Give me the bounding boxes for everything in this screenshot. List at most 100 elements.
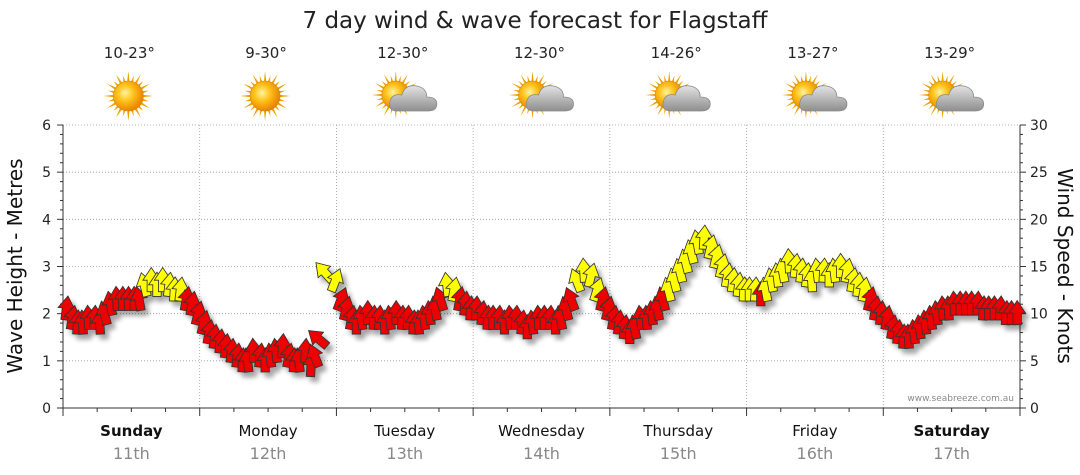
right-tick-label: 25 bbox=[1030, 165, 1048, 181]
left-axis-label: Wave Height - Metres bbox=[3, 158, 27, 373]
sun-ray bbox=[243, 83, 254, 91]
sun-ray bbox=[811, 74, 818, 85]
sun-ray bbox=[508, 93, 520, 97]
sun-ray bbox=[106, 101, 117, 109]
sun-ray bbox=[781, 93, 793, 97]
sun-ray bbox=[115, 74, 123, 85]
right-tick-label: 20 bbox=[1030, 212, 1048, 228]
day-name-label: Wednesday bbox=[498, 422, 585, 440]
sun-ray bbox=[648, 100, 659, 107]
temperature-range: 10-23° bbox=[104, 44, 155, 62]
cloud-shape bbox=[525, 85, 574, 112]
sun-ray bbox=[103, 94, 115, 98]
day-name-label: Thursday bbox=[642, 422, 713, 440]
wind-arrow bbox=[307, 330, 331, 350]
cloud-shape bbox=[935, 85, 985, 112]
wind-arrow bbox=[129, 285, 149, 312]
temperature-range: 14-26° bbox=[651, 44, 702, 62]
sun-ray bbox=[139, 101, 151, 109]
cloud-shape bbox=[662, 85, 711, 112]
sun-ray bbox=[645, 93, 657, 97]
wind-arrow bbox=[431, 286, 450, 312]
daily-weather-header: 10-23° 9-30° 12-30° 12-30° 14-26° 13-27° 13-29… bbox=[103, 44, 985, 121]
sun-ray bbox=[401, 74, 408, 85]
sun-ray bbox=[115, 107, 123, 118]
sun-ray bbox=[134, 74, 141, 85]
sun-ray bbox=[263, 109, 267, 121]
sun-cloud-icon bbox=[508, 71, 574, 119]
chart-title: 7 day wind & wave forecast for Flagstaff bbox=[303, 8, 769, 34]
sun-ray bbox=[648, 83, 659, 90]
sun-ray bbox=[668, 71, 671, 83]
day-date-label: 14th bbox=[523, 444, 560, 463]
sun-ray bbox=[142, 94, 154, 98]
sun-ray bbox=[243, 101, 254, 109]
right-tick-label: 5 bbox=[1030, 354, 1039, 370]
left-tick-label: 4 bbox=[42, 212, 51, 228]
sun-ray bbox=[276, 101, 287, 109]
sun-ray bbox=[785, 100, 796, 107]
cloud-shape bbox=[389, 85, 438, 112]
sun-ray bbox=[930, 74, 938, 85]
sun-ray bbox=[941, 71, 944, 83]
sun-ray bbox=[921, 83, 933, 90]
sun-ray bbox=[918, 93, 930, 97]
sun-ray bbox=[537, 74, 545, 85]
sun-ray bbox=[383, 105, 391, 116]
sun-ray bbox=[657, 74, 664, 85]
temperature-range: 9-30° bbox=[245, 44, 287, 62]
sun-ray bbox=[674, 74, 682, 85]
sun-ray bbox=[921, 100, 933, 107]
day-date-label: 13th bbox=[386, 444, 423, 463]
sun-disc bbox=[249, 80, 281, 112]
axes: 0 1 2 3 4 5 6 0 5 10 15 20 25 30 bbox=[42, 118, 1048, 417]
sun-ray bbox=[520, 105, 528, 116]
sun-ray bbox=[520, 74, 528, 85]
right-tick-label: 30 bbox=[1030, 118, 1048, 134]
sun-ray bbox=[511, 100, 522, 107]
sun-ray bbox=[793, 74, 801, 85]
sun-ray bbox=[276, 83, 287, 91]
day-name-label: Sunday bbox=[100, 422, 163, 440]
sun-ray bbox=[375, 83, 386, 90]
sun-icon bbox=[103, 71, 154, 121]
temperature-range: 12-30° bbox=[514, 44, 565, 62]
sun-ray bbox=[127, 109, 130, 121]
sun-ray bbox=[375, 100, 386, 107]
grid bbox=[63, 124, 1020, 408]
left-tick-label: 6 bbox=[42, 118, 51, 134]
left-tick-label: 2 bbox=[42, 307, 51, 323]
sun-ray bbox=[240, 94, 252, 98]
wind-arrow bbox=[582, 262, 600, 289]
temperature-range: 13-29° bbox=[924, 44, 975, 62]
day-name-label: Friday bbox=[792, 422, 838, 440]
day-date-label: 16th bbox=[797, 444, 834, 463]
wind-arrow bbox=[326, 268, 344, 294]
sun-ray bbox=[948, 74, 955, 85]
right-tick-label: 15 bbox=[1030, 260, 1048, 276]
day-labels: Sunday 11th Monday 12th Tuesday 13th Wednesday… bbox=[100, 422, 990, 463]
watermark: www.seabreeze.com.au bbox=[907, 394, 1014, 404]
sun-ray bbox=[511, 83, 522, 90]
sun-ray bbox=[252, 74, 260, 85]
wind-arrows bbox=[57, 224, 1027, 378]
wind-arrow bbox=[562, 286, 580, 313]
sun-ray bbox=[394, 71, 397, 83]
temperature-range: 13-27° bbox=[787, 44, 838, 62]
right-axis-label: Wind Speed - Knots bbox=[1053, 168, 1077, 364]
day-date-label: 11th bbox=[113, 444, 150, 463]
sun-ray bbox=[930, 105, 938, 116]
sun-ray bbox=[383, 74, 391, 85]
sun-ray bbox=[106, 83, 117, 91]
left-tick-label: 1 bbox=[42, 354, 51, 370]
temperature-range: 12-30° bbox=[377, 44, 428, 62]
left-tick-label: 3 bbox=[42, 260, 51, 276]
sun-ray bbox=[657, 105, 664, 116]
sun-ray bbox=[371, 93, 383, 97]
cloud-shape bbox=[799, 85, 848, 112]
sun-ray bbox=[804, 71, 808, 83]
day-name-label: Monday bbox=[238, 422, 297, 440]
sun-cloud-icon bbox=[781, 71, 848, 119]
sun-ray bbox=[252, 107, 260, 118]
wind-arrow bbox=[1008, 299, 1027, 326]
